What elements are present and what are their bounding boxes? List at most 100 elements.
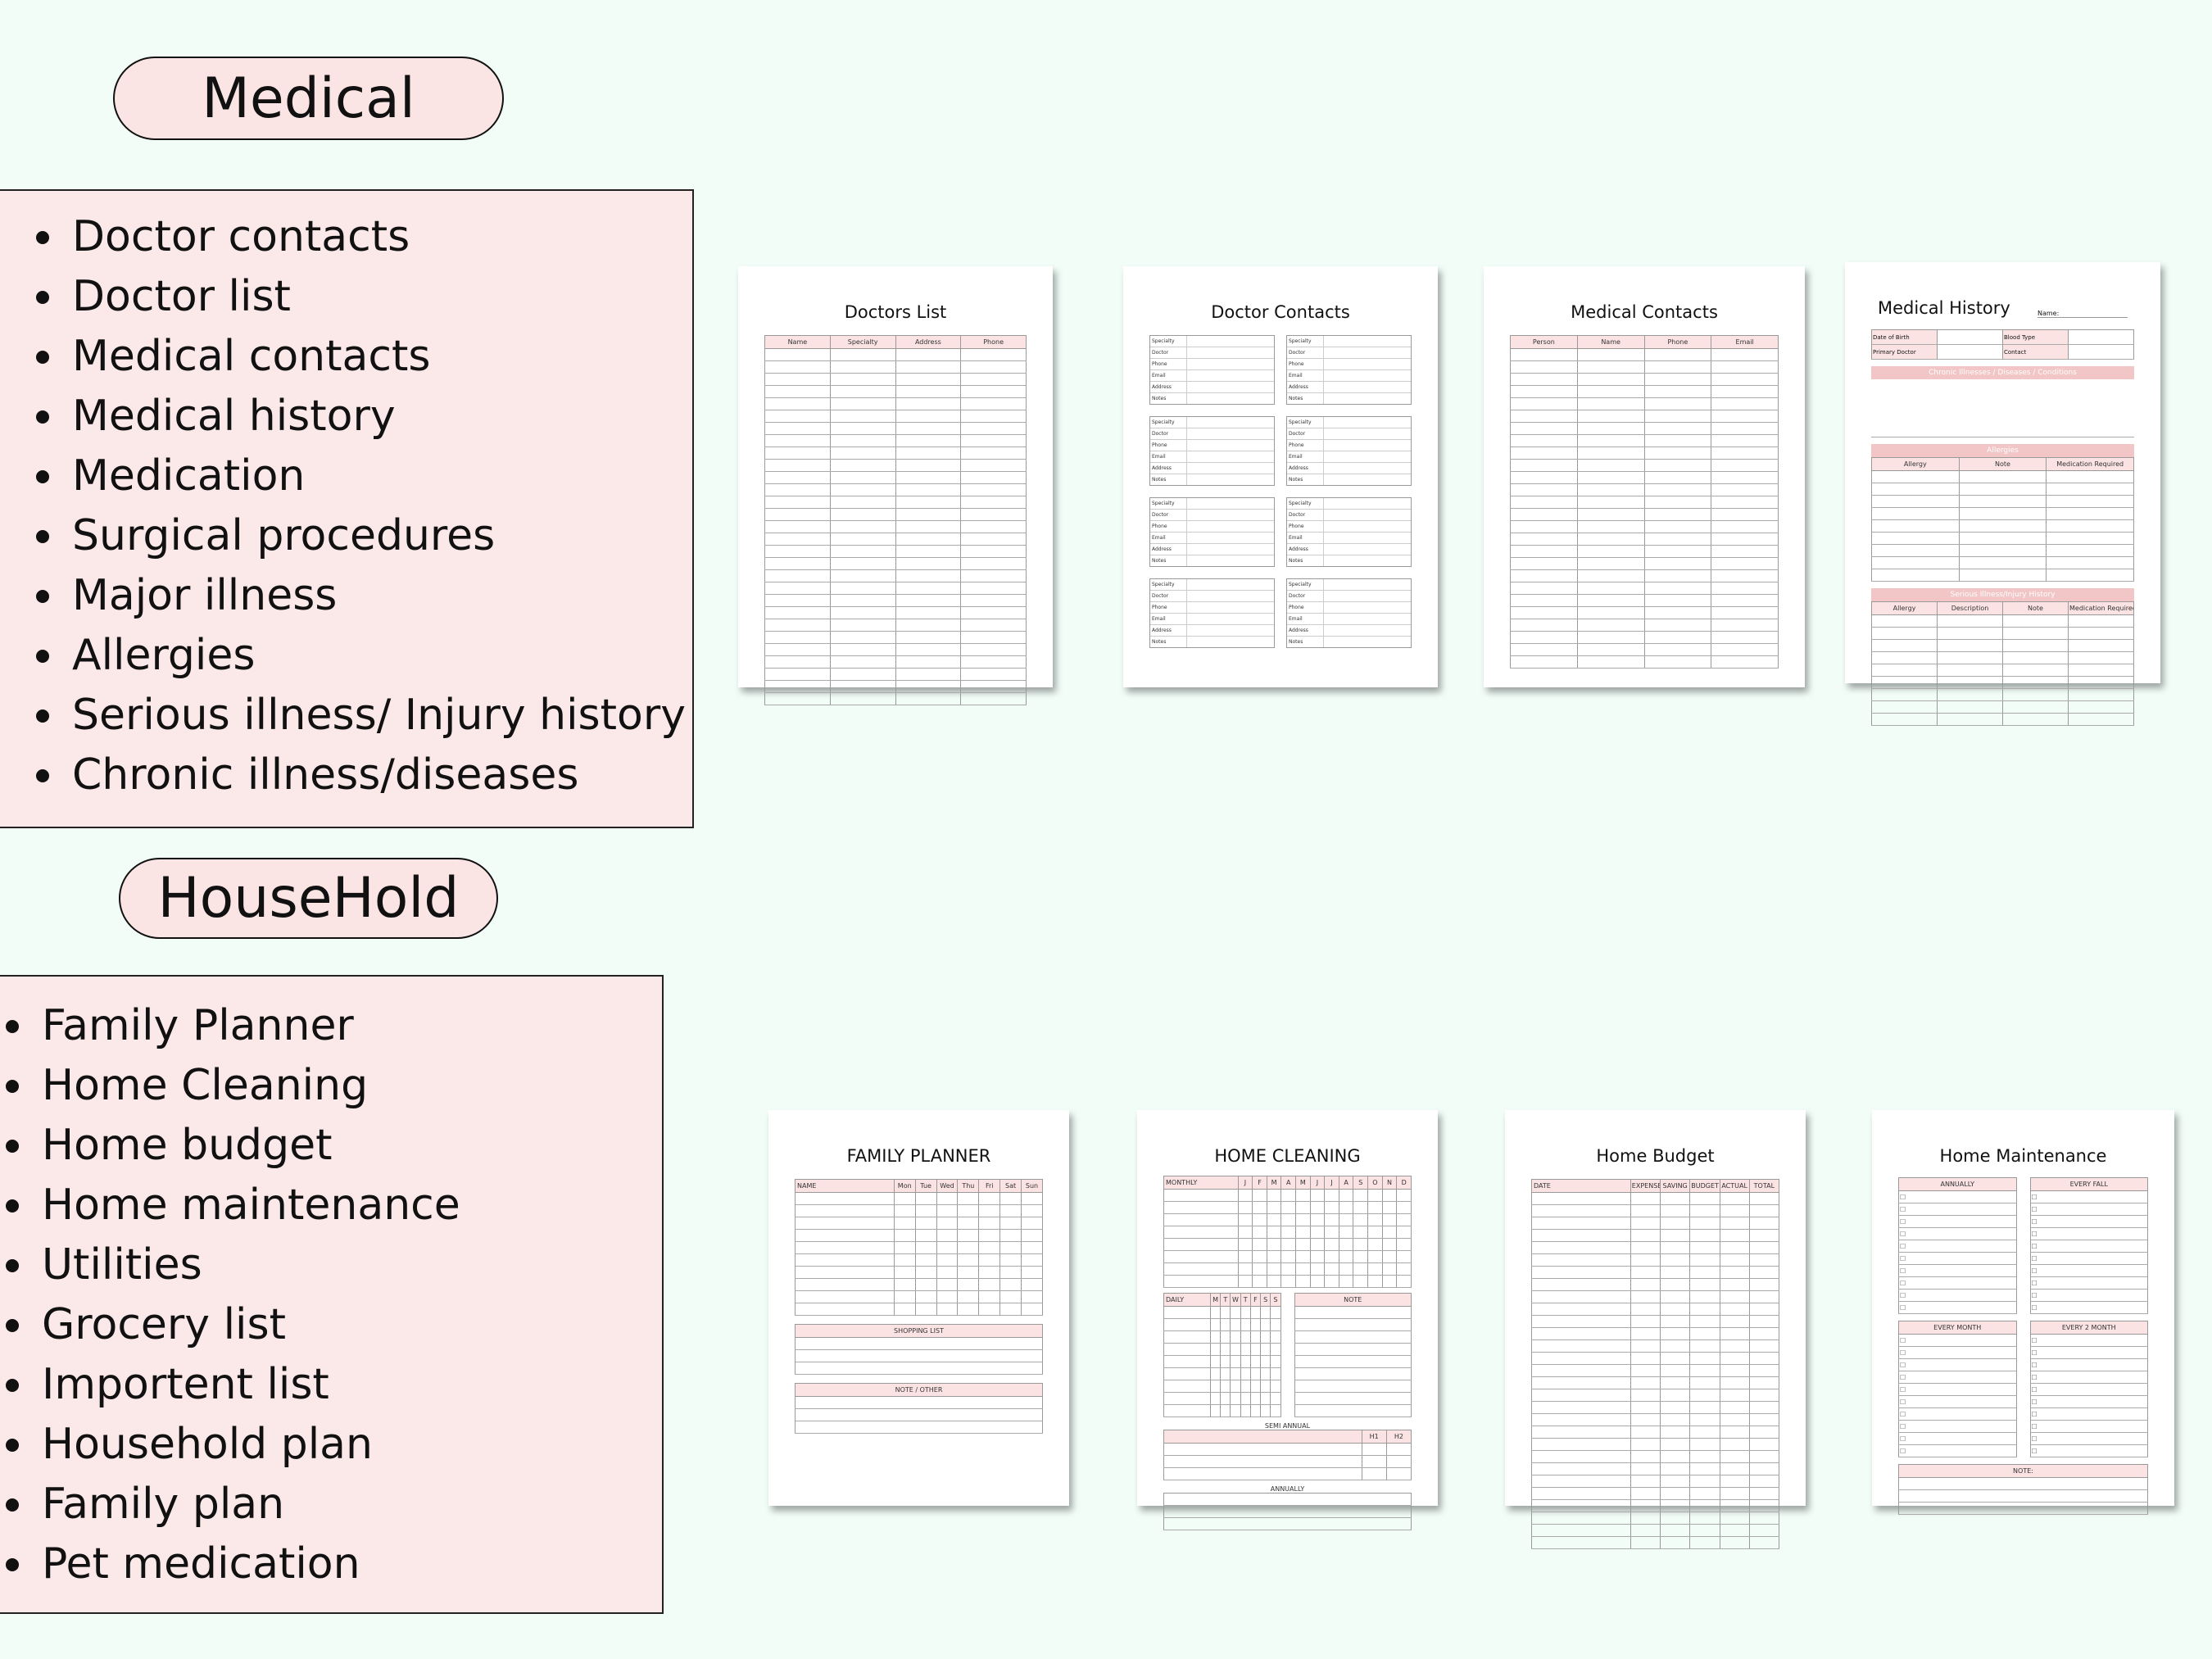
table-cell (1163, 1330, 1211, 1344)
table-cell (1576, 520, 1645, 533)
card-label: Notes (1152, 474, 1187, 485)
table-cell (1510, 410, 1578, 423)
table-cell (1266, 1275, 1282, 1288)
table-cell (1381, 1238, 1398, 1251)
household-list-box: Family Planner Home Cleaning Home budget Ho… (0, 975, 664, 1614)
table-cell (1510, 483, 1578, 496)
table-cell: ☐ (2029, 1264, 2148, 1277)
table-cell (1281, 1213, 1297, 1226)
table-cell (1576, 434, 1645, 447)
table-cell (1324, 1213, 1339, 1226)
table-cell (1719, 1389, 1750, 1402)
table-cell: ☐ (1898, 1227, 2017, 1240)
table-row (1510, 619, 1779, 632)
table-cell (1689, 1278, 1720, 1291)
table-cell (1576, 594, 1645, 607)
card-row: Email (1150, 533, 1274, 544)
table-row (1294, 1343, 1412, 1356)
table-cell (1937, 651, 2003, 664)
table-cell (1898, 1502, 2148, 1515)
table-row (1294, 1306, 1412, 1319)
table-cell (1510, 496, 1578, 509)
table-row (1510, 594, 1779, 607)
table-cell (1249, 1330, 1262, 1344)
table-cell (1396, 1213, 1412, 1226)
card-row: Email (1150, 451, 1274, 463)
column-header: Email (1711, 335, 1779, 349)
table-cell (999, 1253, 1022, 1267)
table-cell (829, 619, 896, 632)
card-row: Specialty (1287, 498, 1411, 510)
form-section: DAILY M T W T F S S (1163, 1293, 1281, 1417)
table-row (1531, 1327, 1780, 1340)
card-row: Address (1150, 382, 1274, 393)
table-cell (829, 643, 896, 656)
table-cell: ☐ (2029, 1346, 2148, 1359)
table-cell (764, 496, 831, 509)
table-cell (829, 508, 896, 521)
table-cell (1270, 1392, 1281, 1405)
table-cell (978, 1278, 1001, 1291)
section-group: EVERY MONTH ☐ ☐ ☐ ☐ ☐ ☐ ☐ ☐ ☐ ☐ EVERY 2 MONTH ☐ ☐ ☐ ☐ ☐ ☐… (1898, 1321, 2148, 1457)
table-cell (1660, 1204, 1691, 1217)
table-cell (764, 545, 831, 558)
card-label: Notes (1152, 637, 1187, 647)
table-cell (1294, 1367, 1412, 1380)
table-cell (829, 557, 896, 570)
table-cell (1249, 1392, 1262, 1405)
table-cell (1531, 1401, 1631, 1414)
table-row (1531, 1475, 1780, 1488)
table-cell (957, 1229, 980, 1242)
column-header: EXPENSES (1630, 1179, 1661, 1193)
table-row (1531, 1278, 1780, 1291)
table-row: ☐ (2029, 1371, 2148, 1384)
card-label: Doctor (1152, 428, 1187, 439)
table-row (764, 582, 1027, 595)
info-cell (1937, 344, 2003, 360)
table-cell (1510, 606, 1578, 619)
card-row: Specialty (1287, 417, 1411, 428)
table-row (1531, 1315, 1780, 1328)
table-cell: ☐ (1898, 1276, 2017, 1290)
contact-card: Specialty Doctor Phone Email Address Notes (1286, 497, 1412, 567)
table-row (764, 668, 1027, 681)
table-row (795, 1192, 1043, 1205)
form-table: NOTE: (1898, 1464, 2148, 1515)
column-header: M (1266, 1176, 1282, 1190)
card-row: Email (1287, 370, 1411, 382)
table-cell (1249, 1343, 1262, 1356)
form-section: Date of Birth Blood Type Primary Doctor Con… (1871, 329, 2134, 360)
checkbox-icon: ☐ (2031, 1361, 2037, 1369)
checkbox-icon: ☐ (2031, 1230, 2037, 1238)
table-cell (1381, 1201, 1398, 1214)
table-cell (957, 1241, 980, 1254)
table-cell (1748, 1364, 1780, 1377)
table-cell (936, 1217, 959, 1230)
table-cell (1660, 1241, 1691, 1254)
column-header: F (1249, 1293, 1262, 1307)
column-header: Fri (978, 1179, 1001, 1193)
table-row (764, 520, 1027, 533)
table-row (1163, 1201, 1412, 1214)
table-row (1510, 631, 1779, 644)
table-cell (895, 434, 962, 447)
table-cell (1163, 1493, 1412, 1506)
table-cell (829, 545, 896, 558)
table-cell (1748, 1426, 1780, 1439)
card-row: Phone (1287, 359, 1411, 370)
table-row (764, 348, 1027, 361)
form-section: NAME Mon Tue Wed Thu Fri Sat Sun (795, 1179, 1043, 1316)
table-cell: ☐ (2029, 1432, 2148, 1445)
table-cell (2068, 639, 2134, 652)
form-table: Allergy Description Note Medication Require… (1871, 601, 2134, 726)
table-row: ☐ (2029, 1203, 2148, 1216)
table-cell (1510, 569, 1578, 582)
table-cell (1576, 643, 1645, 656)
form-section: Chronic Illnesses / Diseases / Condition… (1871, 366, 2134, 437)
table-cell (1630, 1266, 1661, 1279)
table-cell (829, 483, 896, 496)
table-cell (960, 508, 1027, 521)
table-row: Date of Birth Blood Type (1871, 329, 2134, 345)
table-cell (1294, 1306, 1412, 1319)
table-cell (1711, 446, 1779, 460)
